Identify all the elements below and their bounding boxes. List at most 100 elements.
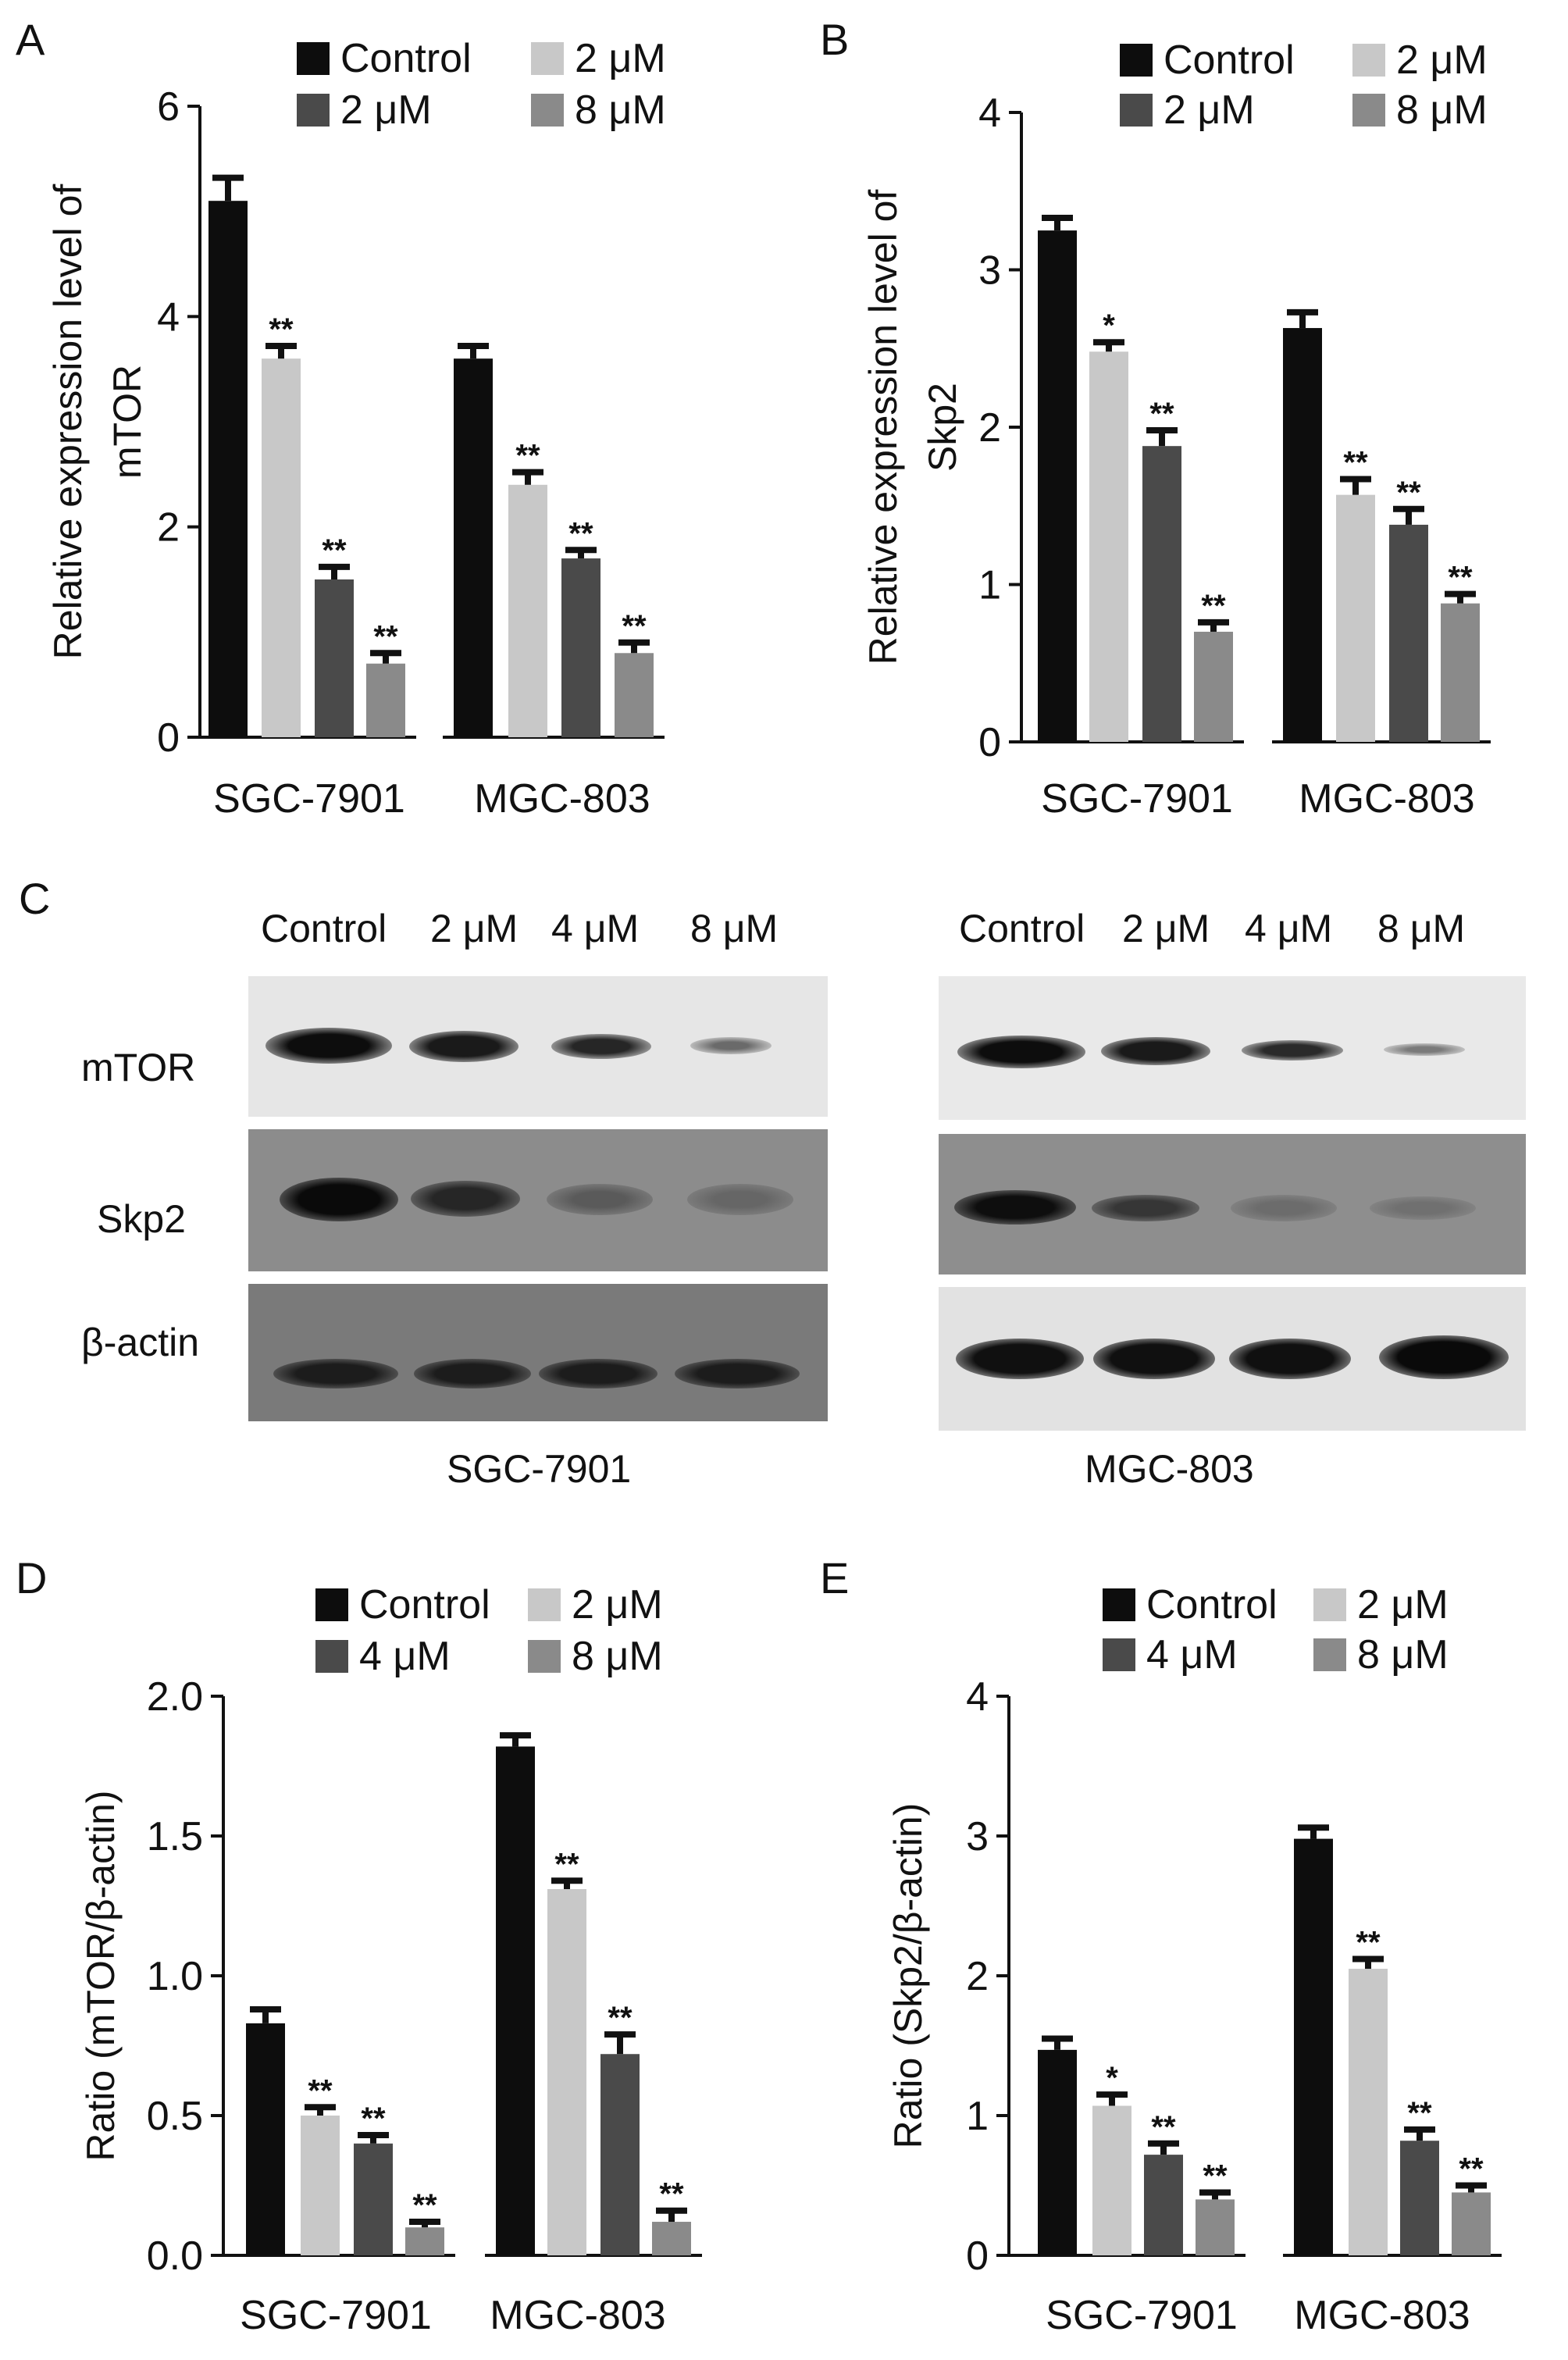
band — [539, 1359, 657, 1389]
legend-swatch — [1103, 1638, 1135, 1671]
legend-swatch — [528, 1640, 561, 1673]
bar-8-um-mgc-803 — [652, 2222, 691, 2255]
legend-swatch — [315, 1588, 348, 1621]
legend-swatch — [1313, 1588, 1346, 1621]
band — [1231, 1195, 1337, 1221]
significance-label: ** — [1201, 589, 1226, 623]
significance-label: ** — [373, 619, 398, 654]
band — [1242, 1040, 1343, 1061]
lane-label-control-sgc: Control — [261, 907, 387, 950]
legend-swatch — [1352, 44, 1385, 77]
panel-letter-e: E — [820, 1553, 849, 1602]
bar-2-um-mgc-803 — [508, 484, 547, 737]
significance-label: ** — [1149, 397, 1174, 431]
significance-label: ** — [554, 1847, 579, 1881]
band — [957, 1036, 1085, 1068]
y-tick-label: 6 — [157, 84, 180, 130]
blot-strip-actin-sgc — [248, 1284, 828, 1421]
y-tick-label: 4 — [978, 91, 1001, 136]
band — [690, 1037, 772, 1054]
legend-swatch — [315, 1640, 348, 1673]
legend-label: Control — [1146, 1582, 1278, 1627]
bar-2-um-sgc-7901 — [1089, 351, 1128, 742]
y-tick-label: 4 — [157, 294, 180, 340]
bar-2-um-sgc-7901 — [301, 2116, 340, 2255]
legend-swatch — [297, 42, 330, 75]
y-tick-label: 3 — [978, 248, 1001, 294]
significance-label: ** — [269, 312, 294, 347]
lane-label-8um-sgc: 8 μM — [690, 907, 779, 950]
lane-label-8um-mgc: 8 μM — [1377, 907, 1466, 950]
significance-label: ** — [1396, 476, 1421, 510]
x-category-label: MGC-803 — [1294, 2293, 1470, 2338]
bar-2-um-mgc-803 — [1389, 524, 1428, 742]
band — [1093, 1339, 1215, 1379]
legend-swatch — [1313, 1638, 1346, 1671]
x-category-label: MGC-803 — [490, 2293, 665, 2338]
panel-letter-b: B — [820, 15, 849, 64]
legend-label: 2 μM — [1164, 87, 1255, 133]
legend-swatch — [1352, 94, 1385, 127]
bar-control-mgc-803 — [454, 358, 493, 737]
y-axis-title: Relative expression level of — [861, 190, 905, 665]
significance-label: ** — [308, 2073, 333, 2108]
band — [1379, 1335, 1509, 1379]
y-tick-label: 0.5 — [147, 2094, 203, 2139]
x-category-label: SGC-7901 — [1041, 776, 1233, 822]
y-tick-label: 2 — [966, 1954, 989, 1999]
legend-label: 8 μM — [572, 1634, 663, 1679]
lane-label-4um-sgc: 4 μM — [551, 907, 640, 950]
y-tick-label: 1.5 — [147, 1814, 203, 1859]
bar-control-sgc-7901 — [208, 201, 248, 737]
x-category-label: SGC-7901 — [213, 776, 405, 822]
significance-label: * — [1103, 308, 1115, 343]
lane-label-2um-sgc: 2 μM — [430, 907, 519, 950]
blot-strip-skp2-sgc — [248, 1129, 828, 1271]
legend-swatch — [1120, 94, 1153, 127]
legend-label: 2 μM — [575, 36, 666, 81]
blot-strip-mtor-sgc — [248, 976, 828, 1117]
y-tick-label: 0.0 — [147, 2233, 203, 2279]
lane-label-4um-mgc: 4 μM — [1245, 907, 1333, 950]
significance-label: ** — [568, 516, 593, 551]
legend-label: 4 μM — [1146, 1632, 1238, 1677]
band — [409, 1031, 519, 1062]
legend-swatch — [1103, 1588, 1135, 1621]
y-axis-title: Ratio (Skp2/β-actin) — [886, 1803, 930, 2149]
legend-label: 2 μM — [1357, 1582, 1449, 1627]
legend-label: 4 μM — [359, 1634, 451, 1679]
significance-label: ** — [515, 439, 540, 473]
blot-strip-mtor-mgc — [939, 976, 1526, 1120]
significance-label: ** — [1356, 1926, 1381, 1960]
significance-label: ** — [1203, 2159, 1228, 2193]
band — [1092, 1195, 1199, 1221]
band — [956, 1339, 1084, 1379]
band — [265, 1028, 392, 1064]
bar-2-um-sgc-7901 — [1092, 2105, 1131, 2255]
blot-caption-mgc: MGC-803 — [1085, 1447, 1254, 1491]
row-label-beta-actin: β-actin — [81, 1321, 200, 1364]
bar-8-um-sgc-7901 — [1196, 2199, 1235, 2255]
band — [547, 1184, 653, 1215]
bar-4-um-sgc-7901 — [1144, 2155, 1183, 2255]
band — [1229, 1339, 1351, 1379]
legend-label: Control — [359, 1582, 490, 1627]
legend-swatch — [297, 94, 330, 127]
row-label-mtor: mTOR — [81, 1046, 196, 1089]
legend-label: 2 μM — [340, 87, 432, 133]
band — [411, 1181, 520, 1217]
x-category-label: MGC-803 — [474, 776, 650, 822]
y-tick-label: 2.0 — [147, 1674, 203, 1720]
significance-label: * — [1106, 2061, 1118, 2095]
significance-label: ** — [1343, 445, 1368, 479]
bar-control-sgc-7901 — [1038, 230, 1077, 742]
bar-2-um-mgc-803 — [1349, 1969, 1388, 2255]
y-tick-label: 0 — [978, 720, 1001, 765]
legend-swatch — [528, 1588, 561, 1621]
y-tick-label: 0 — [157, 715, 180, 761]
bar-control-mgc-803 — [1283, 328, 1322, 742]
band — [675, 1359, 800, 1389]
y-tick-label: 0 — [966, 2233, 989, 2279]
significance-label: ** — [608, 2001, 633, 2035]
